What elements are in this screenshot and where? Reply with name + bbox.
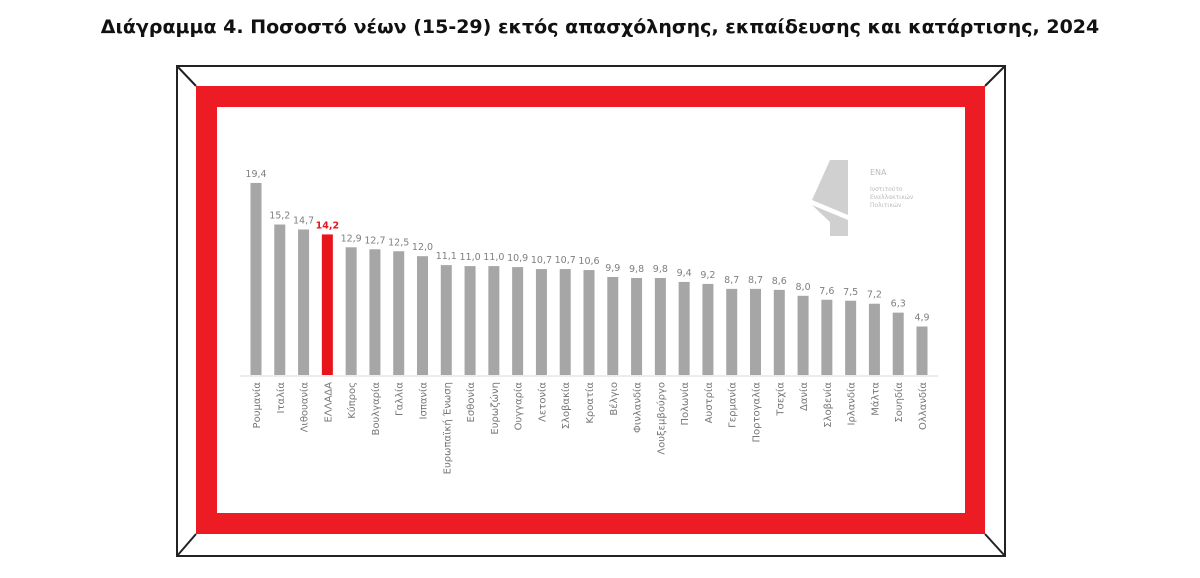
logo-acronym: ΕΝΑ — [870, 168, 887, 177]
data-label: 4,9 — [914, 312, 929, 323]
bar — [654, 277, 666, 375]
bar — [821, 299, 833, 375]
category-label: Μάλτα — [869, 382, 881, 416]
category-label: Ευρωπαϊκή Ένωση — [441, 382, 453, 474]
data-label: 14,7 — [293, 215, 314, 226]
bar — [298, 229, 310, 375]
category-label: Ουγγαρία — [513, 382, 525, 431]
chart-title: Διάγραμμα 4. Ποσοστό νέων (15-29) εκτός … — [100, 16, 1100, 38]
data-label: 9,2 — [700, 270, 715, 281]
data-label: 15,2 — [269, 211, 290, 222]
category-label: Εσθονία — [465, 382, 477, 423]
bar — [868, 303, 880, 375]
category-label: Ρουμανία — [251, 382, 263, 429]
data-label: 9,8 — [653, 264, 668, 275]
data-label: 8,7 — [724, 275, 739, 286]
category-label: Σλοβενία — [822, 382, 834, 428]
logo-line3: Πολιτικών — [870, 202, 902, 209]
data-label: 11,1 — [436, 251, 457, 262]
data-label: 12,0 — [412, 242, 433, 253]
bar — [535, 269, 547, 375]
bar — [892, 312, 904, 375]
data-label: 8,6 — [772, 276, 787, 287]
category-label: Πορτογαλία — [751, 382, 763, 443]
bar — [512, 267, 524, 375]
category-label: Λετονία — [536, 382, 548, 422]
data-label: 9,4 — [677, 268, 692, 279]
data-label: 11,0 — [483, 252, 504, 263]
bar — [678, 281, 690, 375]
data-label: 7,2 — [867, 290, 882, 301]
category-label: Ολλανδία — [917, 382, 929, 430]
category-label: Σλοβακία — [560, 382, 572, 430]
bar — [583, 270, 595, 375]
bar — [488, 266, 500, 375]
bar — [274, 224, 286, 375]
category-label: Ιρλανδία — [846, 382, 858, 426]
bar — [321, 234, 333, 375]
bar — [726, 288, 738, 375]
category-label: Ευρωζώνη — [489, 382, 501, 435]
data-label: 8,0 — [796, 282, 811, 293]
bar — [559, 269, 571, 375]
bar — [631, 277, 643, 375]
bar — [369, 249, 381, 375]
bar — [797, 295, 809, 375]
bar — [345, 247, 357, 375]
data-label: 9,8 — [629, 264, 644, 275]
data-label: 8,7 — [748, 275, 763, 286]
bar — [417, 256, 428, 375]
category-label: Δανία — [798, 382, 810, 411]
bar — [250, 182, 262, 375]
logo-line1: Ινστιτούτο — [870, 186, 903, 193]
data-label: 12,7 — [364, 235, 385, 246]
category-label: Τσεχία — [774, 382, 786, 417]
category-label: Πολωνία — [679, 382, 691, 426]
bar — [750, 288, 761, 375]
category-label: Βουλγαρία — [370, 382, 382, 436]
data-label: 7,5 — [843, 287, 858, 298]
category-label: Γαλλία — [394, 382, 406, 416]
category-label: Ισπανία — [418, 382, 430, 420]
category-label: Γερμανία — [727, 382, 739, 428]
category-label: Κροατία — [584, 382, 596, 424]
data-label: 6,3 — [891, 299, 906, 310]
data-label: 12,5 — [388, 237, 409, 248]
data-label: 7,6 — [819, 286, 834, 297]
category-label: ΕΛΛΑΔΑ — [323, 382, 334, 423]
bar — [440, 265, 452, 375]
category-label: Λουξεμβούργο — [655, 382, 667, 455]
data-label: 10,7 — [555, 255, 576, 266]
data-label: 19,4 — [245, 169, 266, 180]
category-label: Αυστρία — [703, 382, 715, 424]
category-label: Σουηδία — [893, 382, 905, 423]
category-label: Βέλγιο — [608, 382, 620, 416]
bar — [916, 326, 928, 375]
bar — [464, 266, 476, 375]
data-label: 10,9 — [507, 253, 528, 264]
bar — [393, 251, 405, 375]
bar — [607, 276, 619, 375]
category-label: Κύπρος — [346, 382, 358, 419]
data-label: 9,9 — [605, 263, 620, 274]
data-label: 12,9 — [341, 233, 362, 244]
data-label: 14,2 — [316, 220, 339, 231]
data-label: 10,6 — [578, 256, 599, 267]
bar — [773, 289, 785, 375]
category-label: Λιθουανία — [299, 382, 311, 433]
data-label: 11,0 — [459, 252, 480, 263]
category-label: Ιταλία — [275, 382, 287, 414]
category-label: Φινλανδία — [632, 382, 644, 433]
data-label: 10,7 — [531, 255, 552, 266]
logo-line2: Εναλλακτικών — [870, 194, 914, 201]
bar — [702, 283, 714, 375]
bar — [845, 300, 857, 375]
logo: ΕΝΑ Ινστιτούτο Εναλλακτικών Πολιτικών — [812, 160, 914, 236]
